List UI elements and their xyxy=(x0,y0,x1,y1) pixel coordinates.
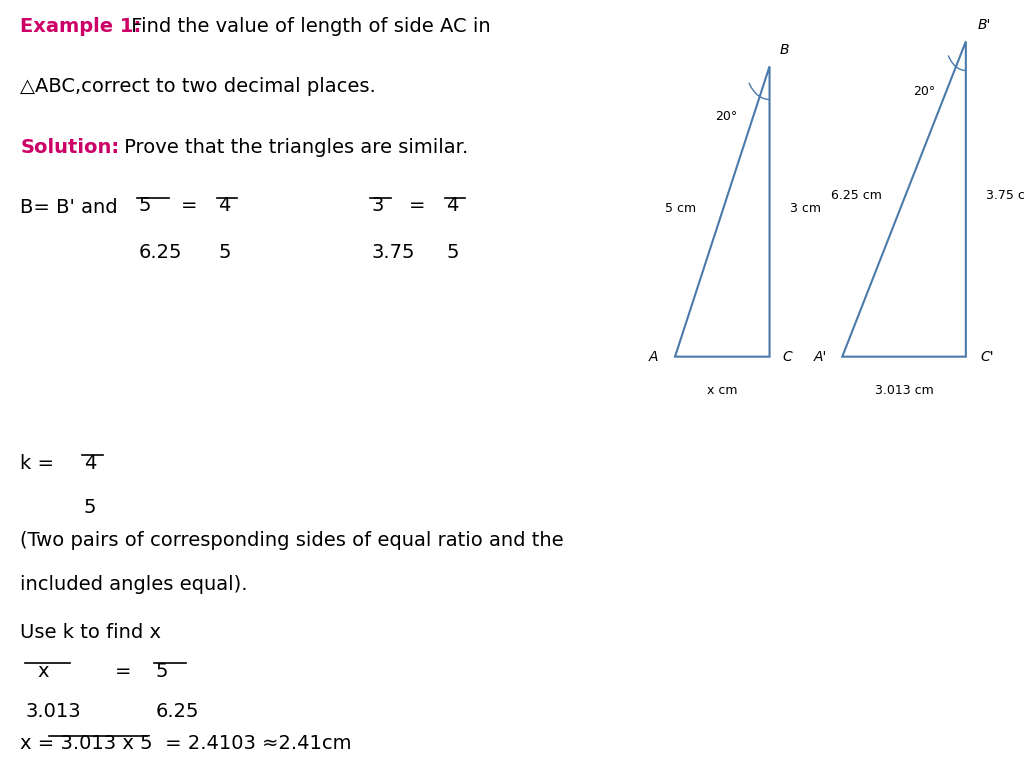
Text: k =: k = xyxy=(20,454,54,473)
Text: =: = xyxy=(409,196,425,215)
Text: 3.013: 3.013 xyxy=(25,702,81,721)
Text: 20°: 20° xyxy=(913,85,935,98)
Text: B': B' xyxy=(977,18,990,32)
Text: 4: 4 xyxy=(84,454,96,473)
Text: 20°: 20° xyxy=(715,111,737,124)
Text: included angles equal).: included angles equal). xyxy=(20,575,248,594)
Text: 3.75 cm: 3.75 cm xyxy=(986,189,1024,202)
Text: Prove that the triangles are similar.: Prove that the triangles are similar. xyxy=(118,137,469,157)
Text: =: = xyxy=(115,661,131,680)
Text: B: B xyxy=(779,43,788,57)
Text: 3.013 cm: 3.013 cm xyxy=(874,384,934,397)
Text: 6.25: 6.25 xyxy=(138,243,182,262)
Text: 3: 3 xyxy=(372,196,384,215)
Text: △ABC,correct to two decimal places.: △ABC,correct to two decimal places. xyxy=(20,78,376,97)
Text: A': A' xyxy=(814,349,827,364)
Text: 5: 5 xyxy=(84,498,96,517)
Text: A: A xyxy=(648,349,658,364)
Text: =: = xyxy=(181,196,198,215)
Text: C: C xyxy=(782,349,793,364)
Text: 5: 5 xyxy=(218,243,230,262)
Text: B= B' and: B= B' and xyxy=(20,198,118,217)
Text: Example 1:: Example 1: xyxy=(20,17,141,36)
Text: 4: 4 xyxy=(218,196,230,215)
Text: 5: 5 xyxy=(446,243,459,262)
Text: Solution:: Solution: xyxy=(20,137,120,157)
Text: 6.25: 6.25 xyxy=(156,702,199,721)
Text: x = 3.013 x 5  = 2.4103 ≈2.41cm: x = 3.013 x 5 = 2.4103 ≈2.41cm xyxy=(20,734,352,753)
Text: 5 cm: 5 cm xyxy=(665,201,696,214)
Text: x: x xyxy=(37,661,49,680)
Text: Use k to find x: Use k to find x xyxy=(20,623,161,642)
Text: (Two pairs of corresponding sides of equal ratio and the: (Two pairs of corresponding sides of equ… xyxy=(20,531,564,551)
Text: 6.25 cm: 6.25 cm xyxy=(831,189,883,202)
Text: 5: 5 xyxy=(156,661,168,680)
Text: C': C' xyxy=(981,349,994,364)
Text: x cm: x cm xyxy=(707,384,737,397)
Text: 4: 4 xyxy=(446,196,459,215)
Text: 3.75: 3.75 xyxy=(372,243,415,262)
Text: 5: 5 xyxy=(138,196,152,215)
Text: Find the value of length of side AC in: Find the value of length of side AC in xyxy=(125,17,490,36)
Text: 3 cm: 3 cm xyxy=(791,201,821,214)
